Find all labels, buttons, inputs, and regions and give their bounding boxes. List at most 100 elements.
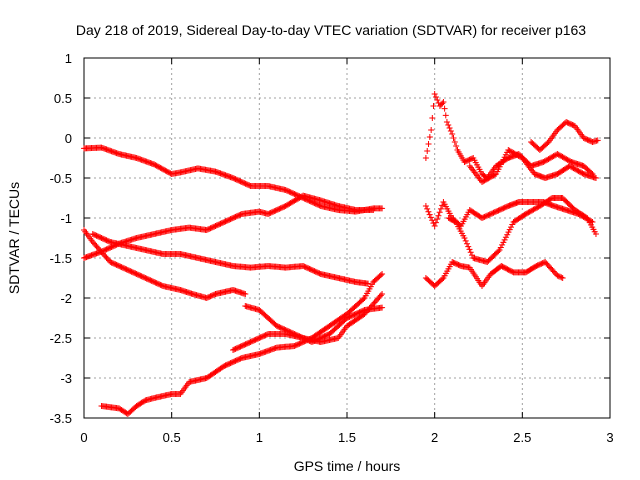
data-point <box>424 148 431 154</box>
data-point <box>252 336 259 343</box>
data-point <box>209 224 216 231</box>
data-point <box>497 244 504 251</box>
data-point <box>271 208 278 215</box>
data-point <box>364 308 371 315</box>
data-point <box>147 277 154 284</box>
data-point <box>592 231 599 237</box>
data-point <box>551 152 558 159</box>
data-point <box>273 323 280 329</box>
data-point <box>297 340 304 347</box>
y-tick-label: 1 <box>65 51 72 66</box>
y-axis-label: SDTVAR / TECUs <box>6 182 22 294</box>
data-point <box>233 357 240 364</box>
data-point <box>222 218 229 225</box>
data-point <box>207 293 214 300</box>
data-point <box>221 219 228 225</box>
data-point <box>208 292 215 299</box>
tick-marks <box>83 57 611 419</box>
data-point <box>148 277 155 284</box>
data-point <box>129 269 136 276</box>
data-point <box>106 245 113 252</box>
data-point <box>565 120 572 127</box>
data-point <box>236 356 243 363</box>
data-point <box>567 163 574 170</box>
data-point <box>266 210 273 217</box>
data-point <box>322 332 329 339</box>
data-point <box>146 276 153 283</box>
data-point <box>89 239 96 245</box>
data-point <box>480 214 487 221</box>
data-point <box>248 338 255 345</box>
data-point <box>296 194 303 201</box>
data-point <box>116 263 123 269</box>
data-point <box>441 105 448 112</box>
data-point <box>223 217 230 224</box>
data-point <box>209 292 216 299</box>
data-point <box>121 265 128 272</box>
data-point <box>286 188 293 195</box>
data-point <box>103 237 110 244</box>
data-point <box>558 274 565 281</box>
data-point <box>102 253 109 260</box>
data-point <box>265 211 272 217</box>
data-point <box>434 216 441 223</box>
data-point <box>312 268 319 275</box>
data-point <box>574 167 581 174</box>
data-point <box>484 212 491 219</box>
data-point <box>376 293 383 300</box>
data-point <box>509 149 516 156</box>
data-point <box>237 211 244 218</box>
data-point <box>549 153 556 160</box>
data-point <box>310 267 317 274</box>
data-point <box>101 251 108 258</box>
data-point <box>163 168 170 175</box>
data-point <box>592 175 599 181</box>
data-point <box>141 398 148 405</box>
data-point <box>537 261 544 268</box>
data-point <box>151 279 158 285</box>
data-point <box>429 115 436 121</box>
data-point <box>152 279 159 286</box>
data-point <box>94 233 101 240</box>
data-point <box>495 248 502 255</box>
x-tick-label: 2.5 <box>513 430 531 445</box>
data-point <box>379 271 386 277</box>
data-point <box>257 334 264 341</box>
data-point <box>203 295 210 301</box>
data-point <box>103 246 110 253</box>
data-point <box>559 275 566 281</box>
data-point <box>450 135 457 141</box>
data-point <box>119 264 126 271</box>
data-point <box>484 176 491 183</box>
data-point <box>302 264 309 271</box>
data-point <box>316 202 323 209</box>
data-point <box>500 239 507 246</box>
data-point <box>280 204 287 211</box>
data-point <box>496 247 503 253</box>
y-tick-label: 0.5 <box>54 91 72 106</box>
data-point <box>557 273 564 280</box>
data-point <box>268 209 275 216</box>
data-point <box>447 128 454 134</box>
data-point <box>544 156 551 163</box>
data-point <box>225 361 232 368</box>
data-point <box>356 309 363 316</box>
data-point <box>491 171 498 178</box>
data-point <box>245 340 252 347</box>
data-point <box>594 137 601 144</box>
data-point <box>91 231 98 238</box>
data-point <box>235 356 242 363</box>
data-point <box>512 151 519 158</box>
data-point <box>323 332 330 339</box>
data-point <box>276 324 283 331</box>
grid-lines <box>84 58 610 418</box>
data-point <box>204 294 211 301</box>
data-point <box>545 156 552 163</box>
data-point <box>479 179 486 185</box>
data-point <box>97 247 104 254</box>
data-point <box>290 190 297 197</box>
data-point <box>124 267 131 273</box>
data-point <box>571 165 578 172</box>
data-point <box>462 158 469 165</box>
